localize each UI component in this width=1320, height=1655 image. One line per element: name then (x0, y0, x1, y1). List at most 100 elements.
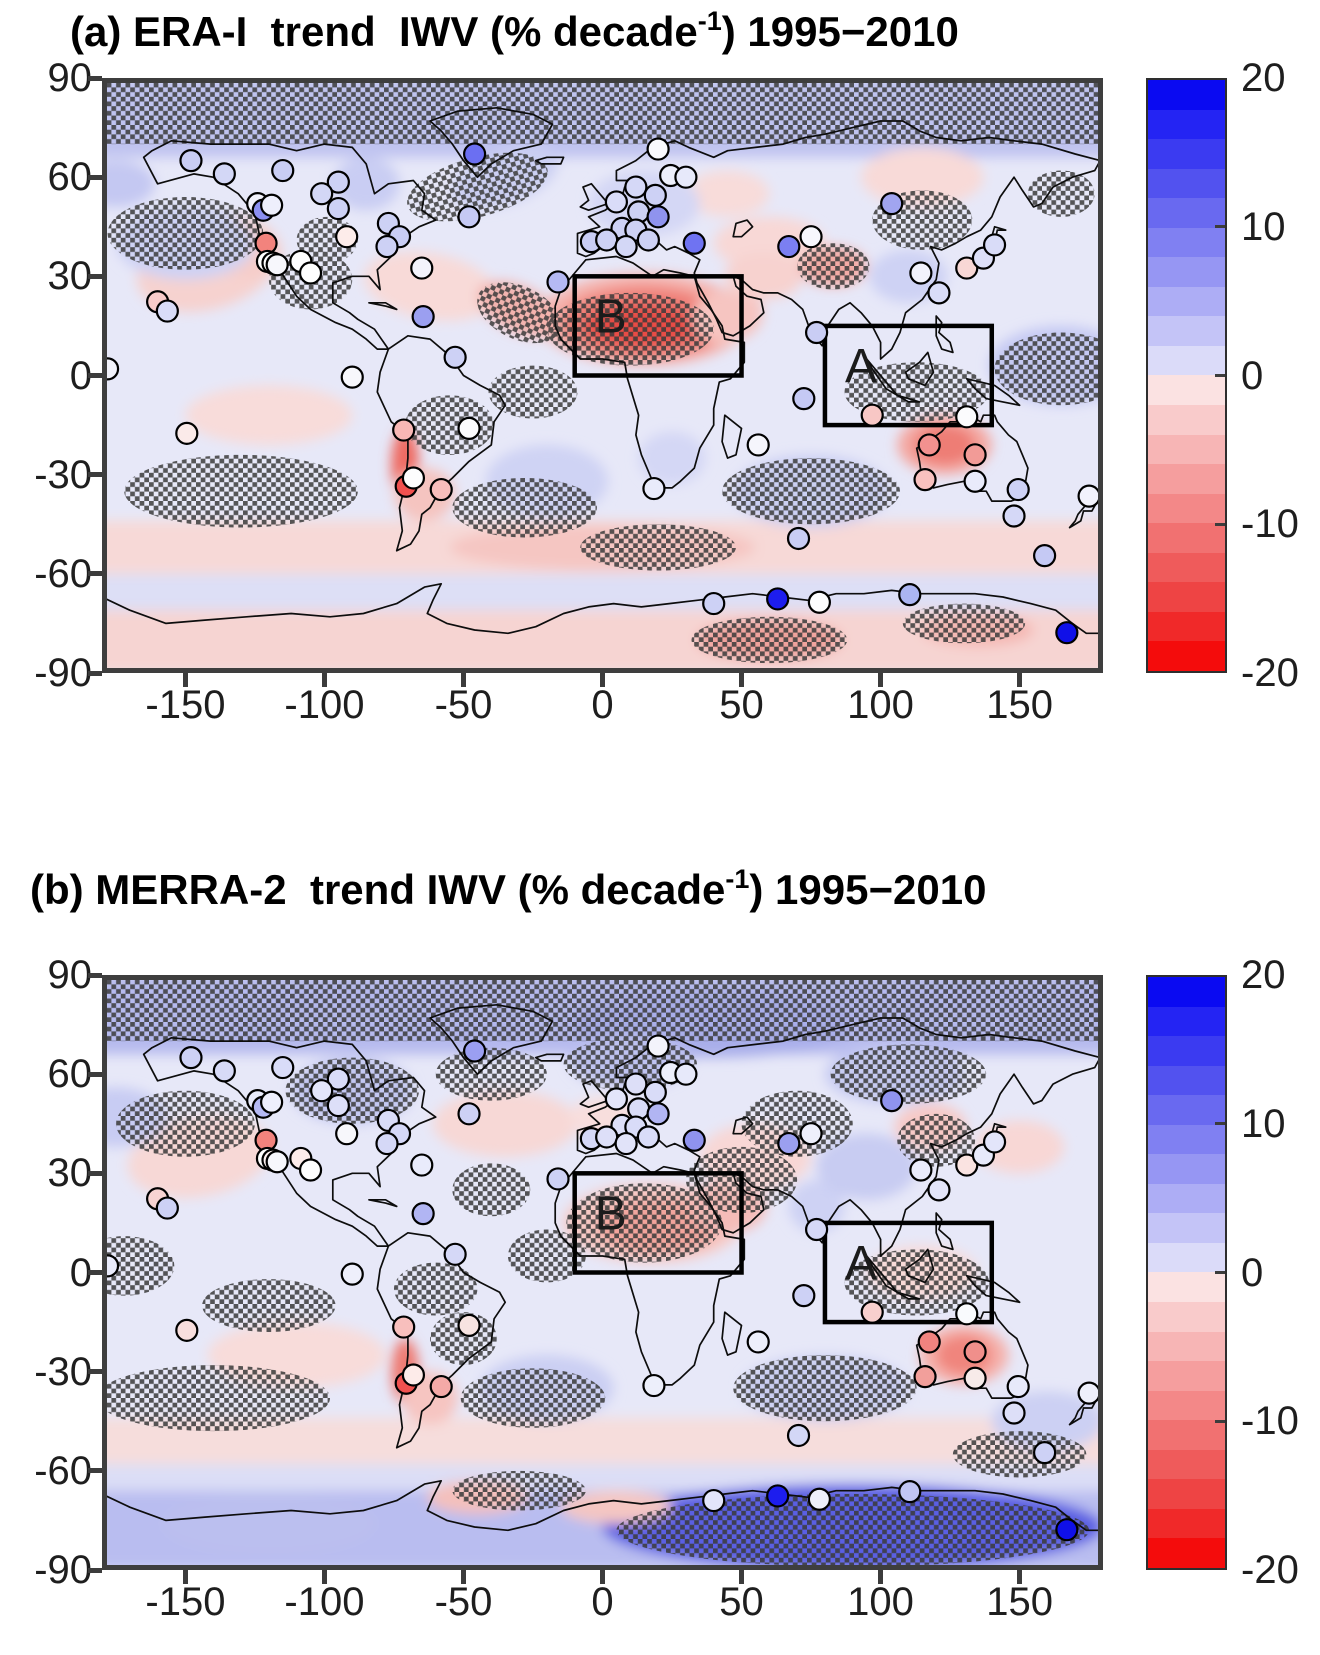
trend-blob (102, 160, 155, 207)
station-marker (646, 137, 670, 161)
y-tick-mark-a (88, 75, 102, 81)
colorbar-tick-mark-b (1215, 1271, 1225, 1274)
colorbar-segment (1148, 1124, 1225, 1155)
station-marker (546, 270, 570, 294)
colorbar-tick-mark-b (1215, 1419, 1225, 1423)
cuba-coastline (368, 301, 398, 311)
trend-blob (332, 157, 400, 211)
madagascar-coastline (721, 1311, 743, 1356)
station-marker (927, 1178, 951, 1202)
station-marker (401, 466, 426, 490)
x-tick-label-b: -100 (284, 1580, 365, 1624)
station-marker (963, 443, 987, 467)
station-marker (682, 1128, 706, 1152)
x-tick-label-b: 150 (986, 1580, 1053, 1624)
station-marker (746, 433, 770, 457)
hatch-blob (797, 243, 870, 290)
station-marker (1033, 1441, 1057, 1465)
station-marker (260, 1090, 284, 1114)
x-tick-mark-b (460, 1570, 466, 1584)
station-marker (786, 526, 811, 551)
colorbar-segment (1148, 80, 1225, 110)
colorbar-tick-label-a: -20 (1241, 651, 1299, 695)
station-marker (805, 320, 829, 345)
station-marker (1033, 544, 1057, 568)
x-tick-mark-a (878, 673, 884, 687)
colorbar-segment (1148, 1331, 1225, 1362)
map-panel-b: AB (102, 975, 1103, 1570)
trend-blob (364, 251, 497, 321)
x-tick-mark-b (600, 1570, 605, 1584)
region-box-b (572, 274, 744, 378)
station-marker (392, 1315, 416, 1339)
colorbar-segment (1148, 1006, 1225, 1037)
colorbar-segment (1148, 405, 1225, 435)
x-tick-mark-b (321, 1570, 327, 1584)
station-marker (260, 193, 284, 217)
region-box-label-a: A (845, 340, 877, 393)
hatch-blob (844, 362, 989, 422)
station-marker (326, 1093, 350, 1118)
iceland-coastline (534, 156, 565, 165)
station-marker (955, 1302, 979, 1326)
hatch-blob (452, 477, 597, 538)
hatch-blob (285, 1057, 419, 1124)
hatch-blob (407, 152, 548, 222)
colorbar-segment (1148, 464, 1225, 494)
hatch-blob (102, 1365, 330, 1432)
station-marker (646, 1034, 670, 1058)
panel-b-title-exponent: -1 (725, 864, 750, 894)
station-marker (462, 1039, 487, 1063)
station-marker (636, 1125, 660, 1149)
x-tick-mark-b (739, 1570, 745, 1584)
java-coastline (896, 394, 921, 403)
colorbar-segment (1148, 1508, 1225, 1539)
colorbar-segment (1148, 1272, 1225, 1303)
trend-band (102, 573, 1103, 611)
hatch-blob (460, 1368, 606, 1428)
colorbar-segment (1148, 1095, 1225, 1125)
station-marker (799, 1122, 823, 1146)
trend-blob (638, 431, 706, 485)
station-marker (1006, 1374, 1030, 1399)
y-tick-label-a: 0 (69, 353, 92, 398)
station-marker (265, 1150, 289, 1174)
y-tick-mark-b (88, 1071, 102, 1077)
colorbar-tick-label-a: -10 (1241, 502, 1299, 547)
y-tick-label-b: -90 (34, 1548, 92, 1592)
x-tick-label-a: -50 (434, 683, 493, 727)
colorbar-segment (1148, 582, 1225, 612)
x-tick-label-b: -150 (145, 1580, 226, 1624)
x-tick-mark-a (739, 673, 745, 687)
colorbar-segment (1148, 1213, 1225, 1243)
colorbar-segment (1148, 109, 1225, 140)
station-marker (792, 1284, 816, 1308)
station-marker (604, 1087, 629, 1111)
colorbar-segment (1148, 345, 1225, 376)
colorbar-tick-label-a: 10 (1241, 204, 1286, 249)
colorbar-tick-mark-a (1215, 374, 1225, 377)
trend-blob (432, 1090, 578, 1157)
panel-a-title: (a) ERA-I trend IWV (% decade-1) 1995−20… (70, 6, 959, 56)
colorbar-segment (1148, 1361, 1225, 1391)
station-marker (777, 1131, 801, 1156)
antarctica-coastline (102, 1479, 1103, 1532)
hatch-blob (202, 1279, 336, 1332)
station-marker (898, 583, 922, 607)
hatch-blob (393, 1262, 478, 1316)
station-marker (175, 1318, 199, 1342)
y-tick-label-b: -60 (34, 1448, 92, 1493)
station-marker (462, 142, 487, 166)
colorbar-panel-b (1146, 975, 1227, 1570)
region-box-b (572, 1171, 744, 1275)
station-marker (271, 158, 295, 183)
hatch-blob (124, 454, 358, 528)
colorbar-segment (1148, 139, 1225, 169)
hatch-blob (741, 1090, 853, 1157)
station-marker (799, 225, 823, 249)
y-tick-mark-a (88, 472, 102, 478)
panel-b-title-suffix: ) 1995−2010 (749, 866, 987, 913)
x-tick-label-a: 0 (591, 683, 614, 727)
station-marker (955, 256, 979, 280)
station-marker (913, 468, 937, 492)
